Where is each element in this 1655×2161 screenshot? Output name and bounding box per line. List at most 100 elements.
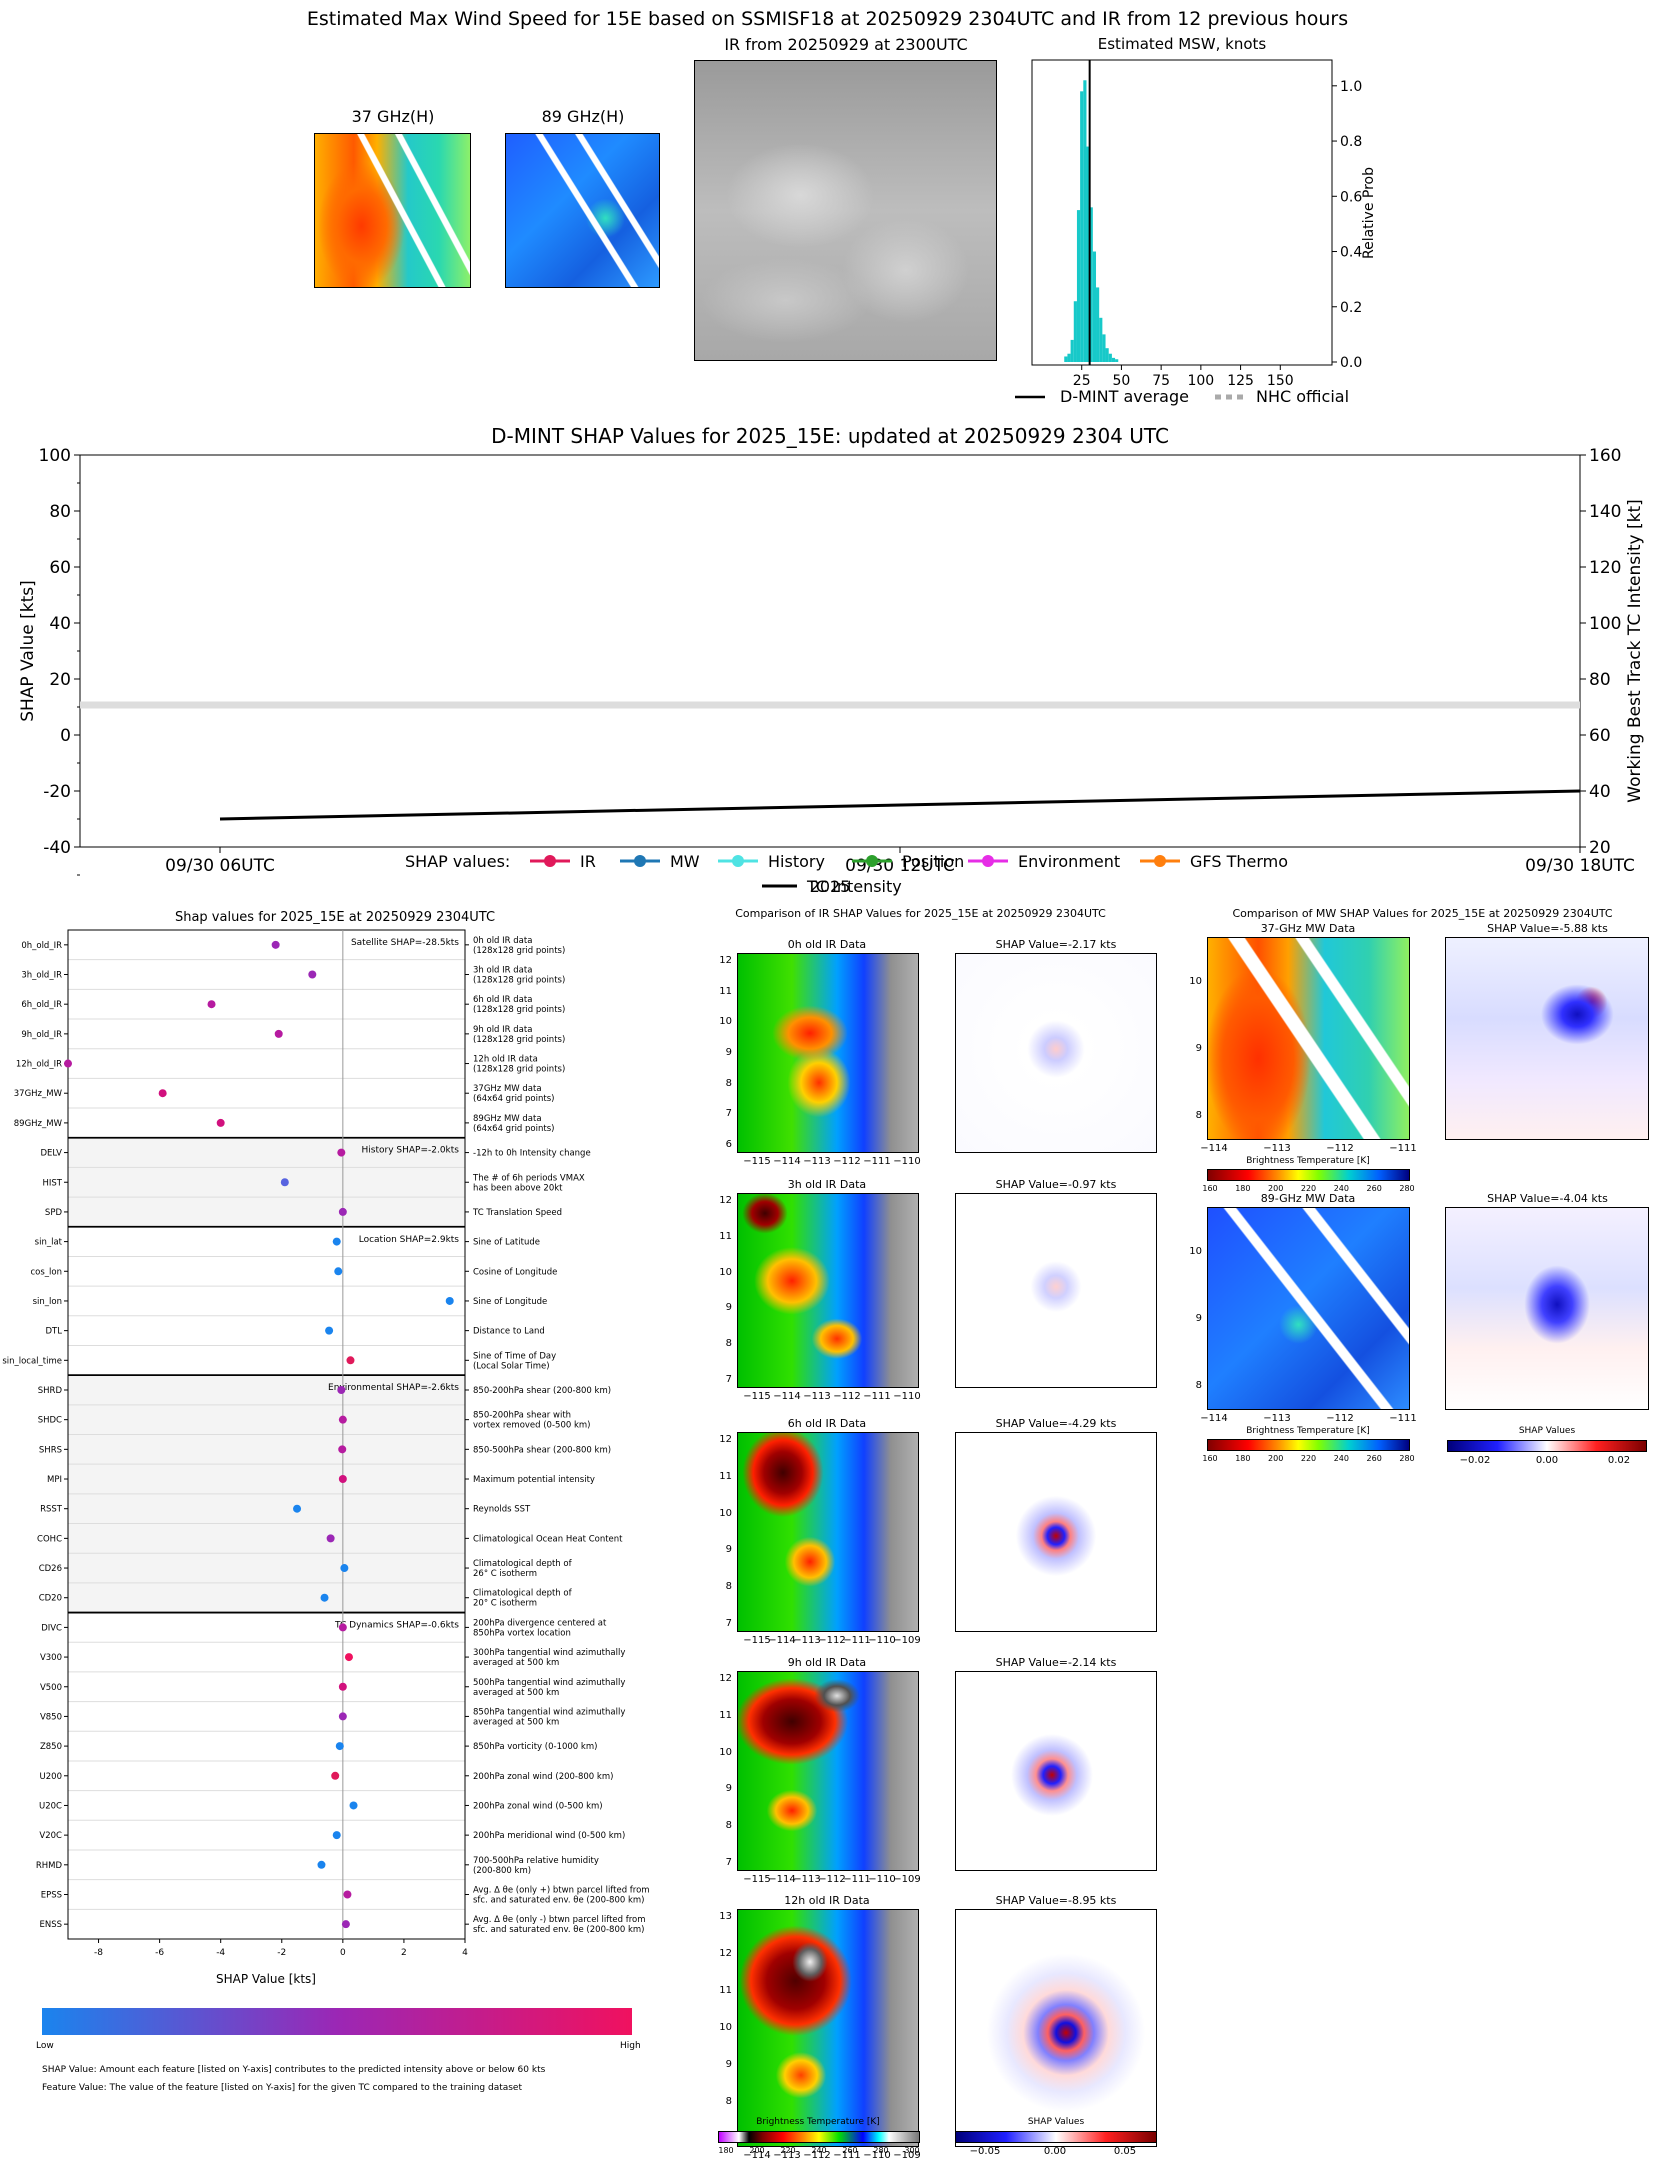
shap-point <box>338 1207 347 1216</box>
mw-bt-tick: 260 <box>1366 1184 1382 1193</box>
ir-ytick: 7 <box>725 1857 732 1868</box>
ir-ytick: 7 <box>725 1374 732 1385</box>
feature-desc: averaged at 500 km <box>473 1688 559 1698</box>
msw-bar <box>1080 91 1084 363</box>
ir-xtick: −114 <box>768 1635 796 1646</box>
feature-name: HIST <box>43 1178 63 1188</box>
feature-desc: (64x64 grid points) <box>473 1124 554 1134</box>
feature-desc: Climatological depth of <box>473 1589 573 1599</box>
feature-desc: Climatological Ocean Heat Content <box>473 1534 623 1544</box>
ir-shap-label: SHAP Values <box>1027 2117 1085 2127</box>
ir-xtick: −113 <box>793 1874 821 1885</box>
feature-name: 9h_old_IR <box>21 1030 62 1040</box>
ir-ytick: 8 <box>725 1581 732 1593</box>
shap-point <box>308 970 317 979</box>
feature-desc: (128x128 grid points) <box>473 1065 565 1075</box>
feature-desc: 9h old IR data <box>473 1025 532 1035</box>
ir-xtick: −111 <box>843 1635 871 1646</box>
ir-ytick: 6 <box>725 1139 732 1150</box>
ir-shap-tick: −0.05 <box>969 2146 1001 2157</box>
ir-xtick: −114 <box>773 1156 801 1167</box>
feature-desc: (200-800 km) <box>473 1866 531 1876</box>
fs-title: Shap values for 2025_15E at 20250929 230… <box>175 910 495 925</box>
feature-name: sin_lat <box>35 1238 63 1248</box>
feature-name: RHMD <box>36 1861 63 1871</box>
feature-desc: TC Translation Speed <box>472 1208 562 1218</box>
mw-ytick: 8 <box>1195 1380 1202 1391</box>
ir-ytick: 8 <box>725 1338 732 1350</box>
ir-panel-title: 0h old IR Data <box>787 938 867 951</box>
fs-xtick-label: 0 <box>340 1948 346 1958</box>
ir-shap-image <box>955 1432 1157 1632</box>
ir-ytick: 11 <box>719 1230 732 1242</box>
group-label: Environmental SHAP=-2.6kts <box>328 1383 459 1393</box>
ir-title: IR from 20250929 at 2300UTC <box>724 35 968 54</box>
shap-point <box>445 1296 454 1305</box>
mw-bt-tick: 220 <box>1300 1184 1317 1193</box>
ir-xtick: −111 <box>843 1874 871 1885</box>
ts-y2label: Working Best Track TC Intensity [kt] <box>1625 499 1645 803</box>
ir-ytick: 10 <box>719 1016 732 1028</box>
feature-name: U20C <box>39 1801 62 1811</box>
mw-xtick: −112 <box>1326 1143 1354 1154</box>
shap-point <box>335 1742 344 1751</box>
feature-desc: sfc. and saturated env. θe (200-800 km) <box>473 1895 645 1905</box>
ts-ylabel: SHAP Value [kts] <box>18 580 38 722</box>
ir-image <box>737 1909 919 2147</box>
shap-point <box>343 1890 352 1899</box>
ir-ytick: 10 <box>719 1746 732 1758</box>
legend-label: IR <box>580 852 596 871</box>
colorbar-low: Low <box>36 2041 54 2051</box>
shap-point <box>344 1653 353 1662</box>
msw-ytick-label: 0.4 <box>1340 245 1362 261</box>
msw-bar <box>1108 353 1112 362</box>
ir-xtick: −113 <box>803 1156 831 1167</box>
mw-bt-tick: 200 <box>1268 1184 1284 1193</box>
legend-marker <box>544 855 556 867</box>
feature-desc: (128x128 grid points) <box>473 1035 565 1045</box>
msw-bar <box>1089 207 1093 362</box>
ts-y2tick-label: 100 <box>1589 614 1621 634</box>
ts-xtick-label: 09/30 06UTC <box>165 856 275 876</box>
mw-bt-tick: 260 <box>1366 1454 1382 1463</box>
ir-panel-title: 9h old IR Data <box>787 1656 867 1669</box>
ir-shap-title: SHAP Value=-8.95 kts <box>995 1894 1117 1907</box>
msw-ytick-label: 1.0 <box>1340 79 1362 95</box>
legend-marker <box>634 855 646 867</box>
ir-ytick: 12 <box>719 1673 732 1684</box>
ts-ytick-label: 80 <box>49 502 71 522</box>
ir-image <box>737 1432 919 1632</box>
mw-xtick: −114 <box>1200 1413 1228 1424</box>
mw-image <box>1207 937 1410 1140</box>
msw-xtick-label: 50 <box>1113 373 1131 389</box>
legend-marker <box>982 855 994 867</box>
feature-name: DELV <box>40 1149 62 1159</box>
ir-xtick: −113 <box>803 1391 831 1402</box>
shap-point <box>271 940 280 949</box>
feature-desc: vortex removed (0-500 km) <box>473 1421 590 1431</box>
mw-ytick: 9 <box>1195 1043 1202 1054</box>
feature-desc: 850-200hPa shear with <box>473 1411 571 1421</box>
ts-ytick-label: 40 <box>49 614 71 634</box>
msw-xtick-label: 150 <box>1267 373 1294 389</box>
ts-y2tick-label: 140 <box>1589 502 1621 522</box>
ir-ytick: 8 <box>725 1077 732 1089</box>
ir-xtick: −111 <box>863 1391 891 1402</box>
ts-ytick-label: 100 <box>39 446 71 466</box>
mw-xtick: −114 <box>1200 1143 1228 1154</box>
shap-point <box>340 1564 349 1573</box>
msw-ylabel: Relative Prob <box>1361 167 1377 259</box>
feature-desc: (64x64 grid points) <box>473 1094 554 1104</box>
shap-point <box>349 1801 358 1810</box>
ir-xtick: −113 <box>773 2150 801 2161</box>
msw-title: Estimated MSW, knots <box>1097 35 1267 53</box>
feature-name: RSST <box>40 1505 63 1515</box>
shap-point <box>337 1148 346 1157</box>
ir-panel-title: 6h old IR Data <box>787 1417 867 1430</box>
ir-ytick: 9 <box>725 1544 732 1556</box>
legend-marker <box>866 855 878 867</box>
shap-point <box>338 1415 347 1424</box>
shap-point <box>334 1267 343 1276</box>
shap-point <box>317 1860 326 1869</box>
feature-desc: 850-200hPa shear (200-800 km) <box>473 1386 611 1396</box>
